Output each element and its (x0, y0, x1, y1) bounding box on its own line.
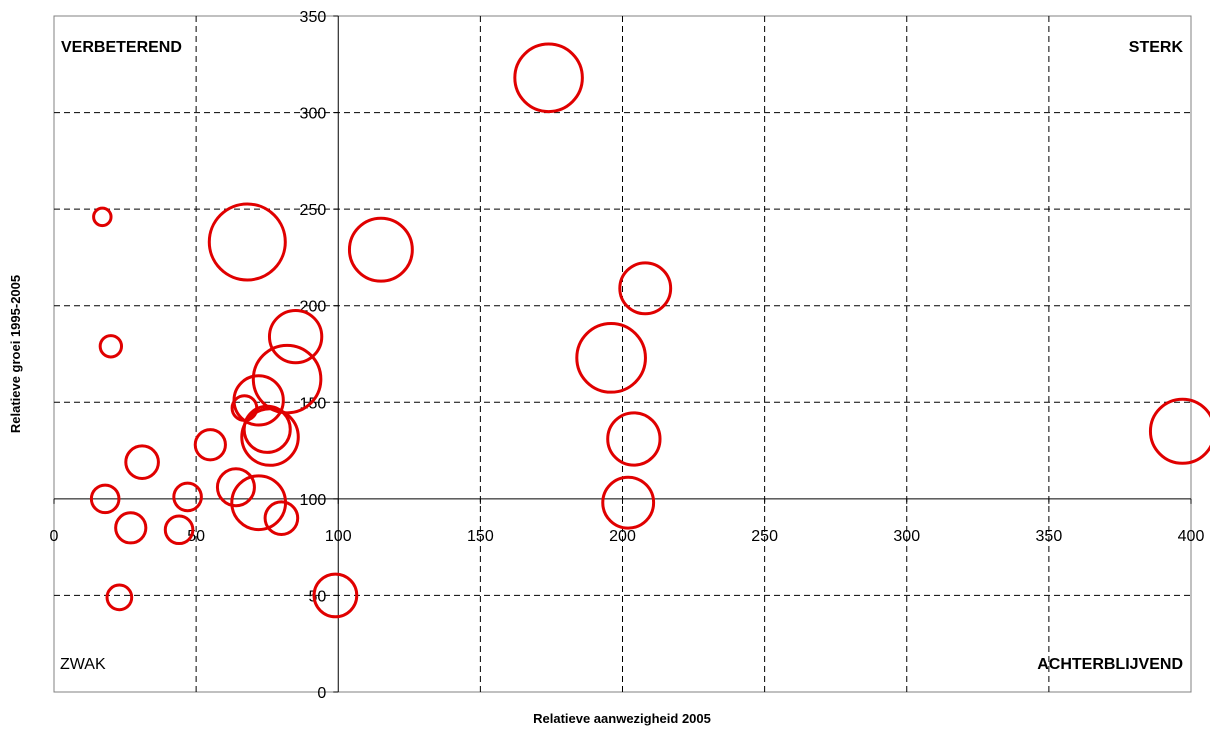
bubble-point (105, 583, 134, 612)
bubble-point (215, 467, 256, 508)
x-tick-label: 200 (609, 528, 636, 545)
bubble-point (114, 511, 148, 545)
quadrant-label-top-right: STERK (1129, 39, 1184, 56)
bubble-point (193, 428, 227, 462)
quadrant-label-top-left: VERBETEREND (61, 39, 182, 56)
x-axis-title: Relatieve aanwezigheid 2005 (533, 711, 711, 726)
bubble-point (601, 475, 656, 530)
bubble-point (251, 343, 323, 415)
bubble-point (207, 202, 287, 282)
y-axis-title: Relatieve groei 1995-2005 (8, 275, 23, 433)
quadrant-label-bottom-left: ZWAK (60, 656, 106, 673)
x-tick-label: 100 (325, 528, 352, 545)
bubble-point (312, 572, 359, 619)
bubble-point (606, 411, 662, 467)
bubble-point (347, 216, 414, 283)
bubble-point (172, 481, 203, 513)
y-tick-label: 50 (308, 588, 326, 605)
bubble-point (232, 374, 285, 427)
y-tick-label: 250 (300, 202, 327, 219)
bubble-point (92, 206, 113, 228)
x-tick-label: 0 (50, 528, 59, 545)
x-tick-label: 250 (751, 528, 778, 545)
gridlines (54, 16, 1191, 692)
bubble-point (513, 42, 584, 114)
bubble-point (163, 514, 195, 546)
bubble-point (263, 500, 300, 536)
y-tick-label: 100 (300, 492, 327, 509)
x-tick-label: 300 (893, 528, 920, 545)
bubbles (89, 42, 1210, 619)
bubble-point (618, 261, 673, 316)
x-tick-label: 350 (1036, 528, 1063, 545)
bubble-point (267, 308, 324, 365)
axes (53, 15, 1192, 693)
y-tick-label: 300 (300, 106, 327, 123)
bubble-point (1148, 397, 1210, 465)
bubble-point (89, 483, 121, 515)
bubble-point (124, 444, 160, 480)
y-tick-label: 350 (300, 9, 327, 26)
x-tick-label: 150 (467, 528, 494, 545)
x-tick-label: 400 (1178, 528, 1205, 545)
tick-labels: 0 50 100 150 200 250 300 350 4000501001502002503… (50, 9, 1205, 702)
bubble-point (575, 322, 647, 394)
bubble-point (98, 334, 124, 359)
y-tick-label: 0 (317, 685, 326, 702)
quadrant-label-bottom-right: ACHTERBLIJVEND (1037, 656, 1183, 673)
